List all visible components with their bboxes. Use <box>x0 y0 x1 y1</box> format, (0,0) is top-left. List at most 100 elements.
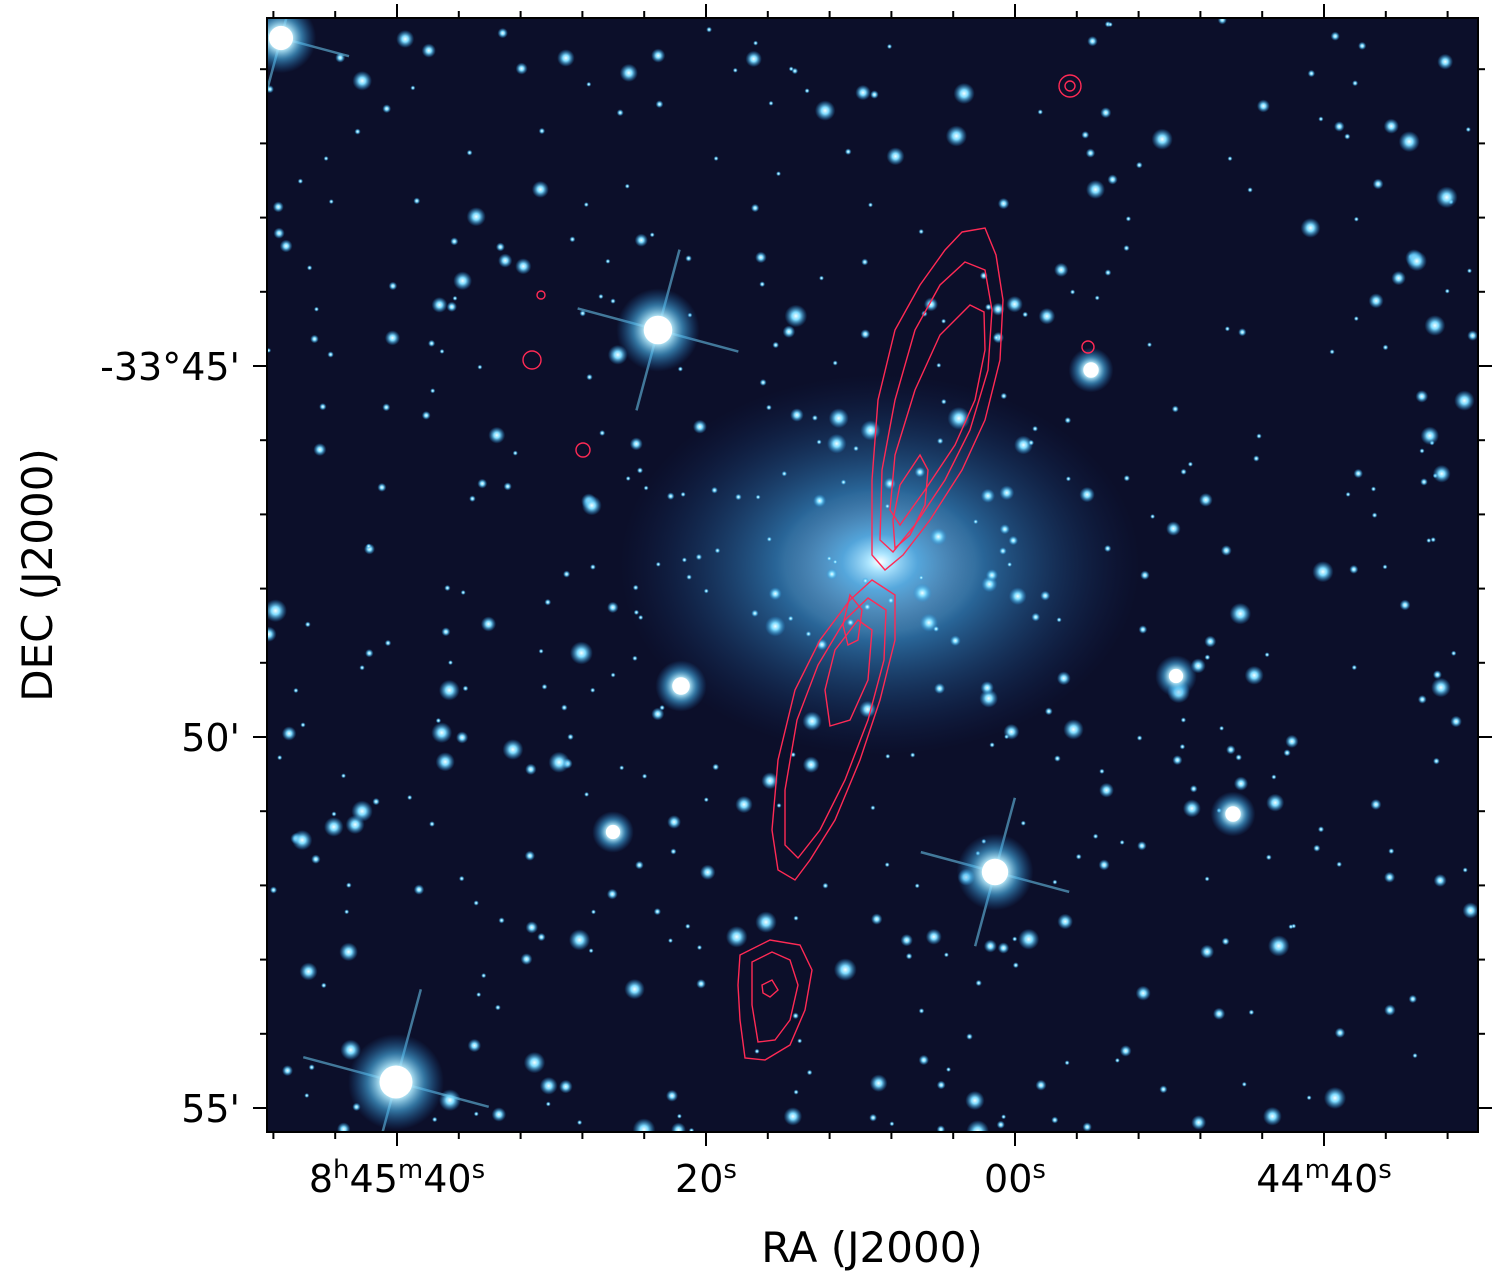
star <box>498 253 513 268</box>
star <box>1435 186 1458 209</box>
axis-ticks <box>253 4 1492 1146</box>
star <box>1382 344 1389 351</box>
star <box>1191 1115 1207 1130</box>
star <box>900 934 913 947</box>
star <box>919 613 939 632</box>
star <box>883 477 896 490</box>
star <box>1419 448 1425 454</box>
contour-line <box>1058 74 1082 98</box>
star <box>666 492 675 501</box>
contour-line <box>575 442 591 458</box>
star <box>766 404 772 411</box>
star <box>685 255 692 262</box>
star <box>559 1079 573 1094</box>
star <box>1038 307 1056 325</box>
star <box>462 685 469 692</box>
star <box>632 1118 656 1132</box>
star <box>685 923 691 929</box>
star <box>766 536 772 542</box>
star <box>579 310 586 317</box>
star <box>577 1119 583 1126</box>
star <box>711 486 718 494</box>
star <box>632 584 639 591</box>
star <box>467 1038 482 1053</box>
star <box>1307 69 1316 78</box>
star <box>1198 493 1213 507</box>
star <box>745 50 762 68</box>
star <box>1136 735 1143 741</box>
star <box>635 860 644 870</box>
star <box>925 928 942 945</box>
star <box>299 962 318 981</box>
star <box>520 953 533 965</box>
star <box>272 201 284 213</box>
star <box>989 742 995 748</box>
star <box>1056 617 1062 623</box>
star <box>586 81 592 87</box>
star <box>651 707 665 721</box>
star <box>725 926 748 948</box>
star <box>1268 935 1290 957</box>
star <box>1171 405 1179 413</box>
star <box>267 599 287 623</box>
star <box>1082 1122 1092 1132</box>
star <box>314 306 319 312</box>
star <box>1094 295 1100 301</box>
star <box>428 339 436 347</box>
star <box>1266 793 1285 812</box>
star <box>586 373 593 381</box>
star <box>1368 293 1384 309</box>
star <box>793 915 799 921</box>
star <box>1123 245 1130 252</box>
star <box>826 568 838 580</box>
star <box>1353 316 1359 322</box>
star <box>696 944 703 951</box>
star <box>991 302 1005 316</box>
y-tick-label: -33°45' <box>100 345 240 389</box>
star <box>384 639 392 647</box>
star <box>653 908 662 916</box>
star <box>1330 31 1340 41</box>
star <box>292 830 313 851</box>
star <box>480 616 497 632</box>
star <box>323 156 329 161</box>
star <box>700 864 716 880</box>
star <box>1086 180 1105 199</box>
star <box>407 794 413 801</box>
star <box>999 485 1015 501</box>
star <box>1384 1004 1396 1016</box>
star <box>1370 799 1382 810</box>
star <box>1329 349 1335 355</box>
star <box>1271 774 1277 780</box>
bright-star <box>302 988 490 1132</box>
star <box>1253 455 1260 462</box>
star <box>1018 928 1040 950</box>
star <box>388 281 398 291</box>
star <box>495 1004 501 1011</box>
star <box>460 590 466 595</box>
star <box>1420 478 1428 486</box>
star <box>706 26 712 33</box>
star-field <box>267 18 1478 1132</box>
star <box>1107 174 1118 185</box>
star <box>432 1116 438 1123</box>
x-tick-label: 00s <box>984 1155 1046 1201</box>
star <box>1092 833 1099 839</box>
star <box>1344 133 1351 140</box>
star <box>828 408 849 429</box>
star <box>1189 785 1198 793</box>
bright-star <box>1210 791 1256 837</box>
star <box>1300 218 1321 238</box>
star <box>1119 1045 1132 1057</box>
star <box>755 911 777 933</box>
radio-contours <box>522 74 1095 1061</box>
y-tick-label: 50' <box>181 716 240 760</box>
star <box>1388 848 1395 855</box>
star <box>384 330 401 346</box>
star <box>1087 36 1098 47</box>
star <box>765 616 786 637</box>
star <box>372 797 380 806</box>
contour-line <box>824 619 873 727</box>
star <box>869 1074 888 1092</box>
star <box>448 660 453 666</box>
